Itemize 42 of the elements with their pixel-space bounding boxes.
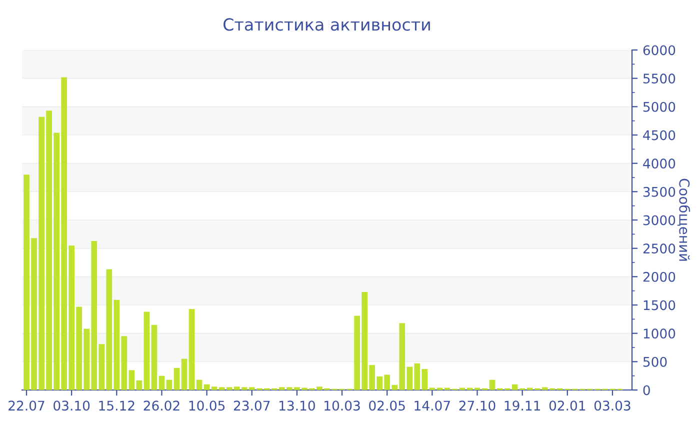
- bar: [136, 380, 142, 390]
- bar: [196, 380, 202, 390]
- bar: [144, 312, 150, 390]
- bar: [174, 368, 180, 390]
- bar: [204, 384, 210, 390]
- y-tick-label: 0: [643, 385, 650, 396]
- x-tick-label: 10.03: [324, 400, 360, 411]
- y-tick-label: 4000: [643, 158, 676, 169]
- y-tick-label: 5500: [643, 74, 676, 84]
- y-tick-label: 6000: [643, 45, 676, 56]
- y-tick-label: 3000: [643, 215, 676, 226]
- x-tick-label: 02.01: [549, 400, 586, 411]
- chart-title: Статистика активности: [224, 18, 430, 31]
- x-tick-label: 10.05: [189, 400, 225, 411]
- x-tick-label: 22.07: [8, 400, 44, 411]
- bar: [489, 380, 496, 390]
- x-tick-label: 03.10: [54, 400, 90, 411]
- x-tick-label: 14.07: [414, 400, 450, 411]
- x-tick-label: 15.12: [99, 400, 134, 411]
- x-tick-label: 13.10: [280, 400, 315, 411]
- y-tick-label: 3500: [643, 186, 676, 197]
- x-tick-label: 03.03: [594, 400, 630, 411]
- bar: [211, 386, 218, 390]
- y-axis-title: Сообщений: [677, 178, 690, 261]
- bar: [512, 384, 518, 390]
- x-tick-label: 19.11: [504, 400, 540, 411]
- y-tick-label: 5000: [643, 102, 676, 112]
- bar: [166, 380, 172, 390]
- bar: [188, 308, 195, 390]
- bar: [181, 358, 188, 390]
- x-tick-label: 23.07: [234, 400, 270, 411]
- y-tick-label: 2000: [643, 272, 676, 282]
- y-tick-label: 4500: [643, 130, 676, 140]
- y-tick-label: 1000: [644, 328, 676, 339]
- bar: [151, 324, 158, 390]
- y-tick-label: 2500: [643, 244, 676, 254]
- y-tick-label: 1500: [644, 300, 676, 310]
- bar: [158, 376, 165, 390]
- x-tick-label: 27.10: [459, 400, 496, 411]
- x-tick-label: 26.02: [144, 400, 180, 411]
- y-tick-label: 500: [643, 356, 667, 367]
- x-tick-label: 02.05: [369, 400, 405, 411]
